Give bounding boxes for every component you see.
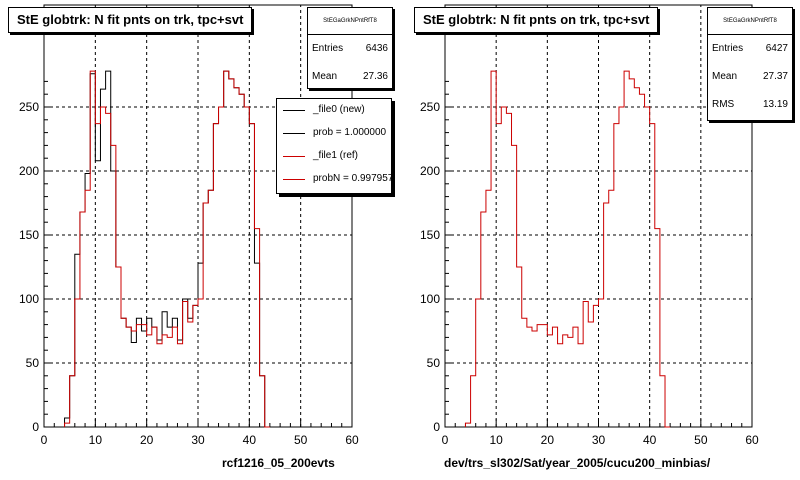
panel-1-x-tick-label: 60 [345, 433, 359, 447]
panel-2-y-tick-label: 200 [420, 164, 440, 178]
panel-1-y-tick-label: 50 [26, 356, 40, 370]
legend-swatch [283, 110, 305, 111]
panel-1-y-tick-label: 100 [19, 292, 39, 306]
legend-label: probN = 0.997957 [313, 173, 392, 184]
stats-value: 6436 [365, 43, 388, 54]
legend-label: prob = 1.000000 [313, 127, 387, 138]
panel-1-stats-row-entries: Entries 6436 [308, 35, 392, 63]
panel-2-stats-row-rms: RMS 13.19 [708, 91, 792, 119]
panel-2-stats-row-mean: Mean 27.37 [708, 63, 792, 91]
panel-2-title: StE globtrk: N fit pnts on trk, tpc+svt [414, 7, 659, 33]
panel-2-x-tick-label: 30 [592, 433, 606, 447]
panel-1-legend: _file0 (new) prob = 1.000000 _file1 (ref… [276, 98, 392, 194]
panel-1-histogram-series-2 [64, 70, 270, 428]
panel-2-y-tick-label: 150 [420, 228, 440, 242]
panel-1-x-tick-label: 10 [89, 433, 103, 447]
panel-2-footer-label: dev/trs_sl302/Sat/year_2005/cucu200_minb… [444, 456, 711, 470]
panel-1-x-tick-label: 50 [294, 433, 308, 447]
panel-2-stats-name: StEGaGrkNPntRfT8 [708, 8, 792, 35]
panel-1-stats-name: StEGaGrkNPntRfT8 [308, 8, 392, 35]
panel-1-y-tick-label: 150 [19, 228, 39, 242]
stats-key: Mean [712, 71, 738, 82]
panel-2-y-tick-label: 0 [433, 420, 440, 434]
panel-2-histogram-series-1 [464, 70, 671, 428]
panel-2-stats-row-entries: Entries 6427 [708, 35, 792, 63]
stats-value: 13.19 [762, 99, 788, 110]
panel-2-x-tick-label: 0 [442, 433, 449, 447]
legend-entry-file0: _file0 (new) [277, 99, 391, 122]
panel-2-y-tick-label: 250 [420, 100, 440, 114]
panel-1-y-tick-label: 250 [19, 100, 39, 114]
stats-key: Entries [712, 43, 744, 54]
stats-value: 6427 [765, 43, 788, 54]
stats-value: 27.36 [362, 71, 388, 82]
legend-entry-file1: _file1 (ref) [277, 145, 391, 168]
stats-key: RMS [712, 99, 735, 110]
panel-1-title: StE globtrk: N fit pnts on trk, tpc+svt [8, 7, 253, 33]
panel-2-x-tick-label: 20 [541, 433, 555, 447]
panel-1-footer-label: rcf1216_05_200evts [222, 456, 335, 470]
legend-label: _file1 (ref) [313, 150, 359, 161]
panel-1-x-tick-label: 20 [140, 433, 154, 447]
legend-swatch [283, 133, 305, 134]
legend-swatch [283, 156, 305, 157]
panel-1-x-tick-label: 40 [243, 433, 257, 447]
panel-2-y-tick-label: 100 [420, 292, 440, 306]
stats-value: 27.37 [762, 71, 788, 82]
stats-key: Mean [312, 71, 338, 82]
panel-1-stats-box: StEGaGrkNPntRfT8 Entries 6436 Mean 27.36 [307, 7, 393, 89]
legend-swatch [283, 179, 305, 180]
panel-1-histogram-series-1 [64, 70, 270, 428]
panel-1-y-tick-label: 200 [19, 164, 39, 178]
legend-label: _file0 (new) [313, 104, 365, 115]
panel-1-y-tick-label: 0 [32, 420, 39, 434]
stats-key: Entries [312, 43, 344, 54]
panel-2-x-tick-label: 60 [745, 433, 759, 447]
panel-2-y-tick-label: 50 [427, 356, 441, 370]
panel-1-x-tick-label: 0 [41, 433, 48, 447]
panel-1-stats-row-mean: Mean 27.36 [308, 63, 392, 91]
legend-entry-probn: probN = 0.997957 [277, 168, 391, 191]
legend-entry-prob: prob = 1.000000 [277, 122, 391, 145]
panel-2-x-tick-label: 10 [489, 433, 503, 447]
panel-2-x-tick-label: 40 [643, 433, 657, 447]
panel-1-x-tick-label: 30 [191, 433, 205, 447]
panel-2-stats-box: StEGaGrkNPntRfT8 Entries 6427 Mean 27.37… [707, 7, 793, 121]
panel-2-x-tick-label: 50 [694, 433, 708, 447]
